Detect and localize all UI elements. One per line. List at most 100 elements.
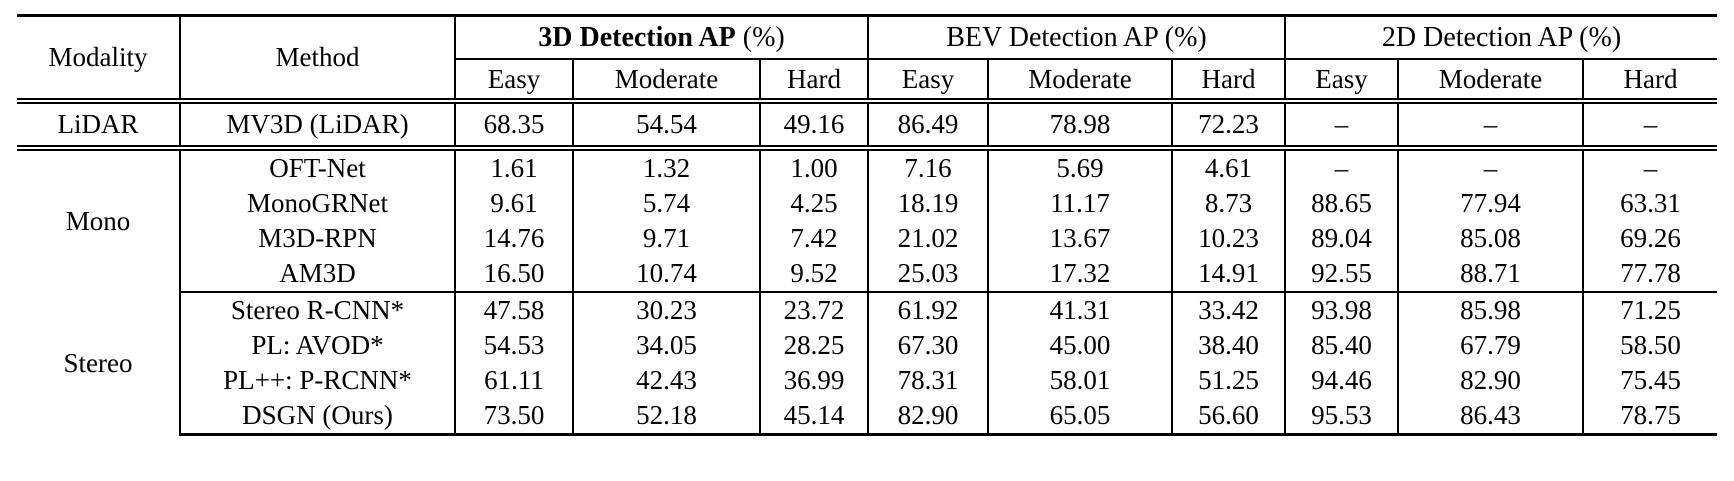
method-cell: AM3D: [180, 256, 456, 293]
value-cell: 47.58: [454, 292, 574, 328]
value-cell: 45.00: [987, 328, 1173, 363]
value-cell: 1.00: [759, 148, 869, 186]
value-cell: 63.31: [1582, 186, 1718, 221]
value-cell: 30.23: [572, 292, 761, 328]
value-cell: –: [1582, 101, 1718, 151]
value-cell: 73.50: [454, 398, 574, 436]
group-title-suffix: (%): [1164, 21, 1207, 53]
value-cell: 14.76: [454, 221, 574, 256]
value-cell: 25.03: [867, 256, 989, 293]
value-cell: 58.50: [1582, 328, 1718, 363]
group-header-2: 2D Detection AP (%): [1284, 14, 1718, 60]
value-cell: 86.43: [1397, 398, 1585, 436]
value-cell: 34.05: [572, 328, 761, 363]
value-cell: 61.11: [454, 363, 574, 398]
value-cell: 10.74: [572, 256, 761, 293]
value-cell: 85.40: [1284, 328, 1400, 363]
group-header-1: BEV Detection AP (%): [866, 14, 1287, 60]
method-cell: M3D-RPN: [180, 221, 456, 256]
value-cell: 78.98: [987, 101, 1173, 151]
value-cell: 5.74: [572, 186, 761, 221]
subcol-header-1-1: Moderate: [987, 59, 1173, 104]
col-header-method: Method: [179, 14, 456, 104]
value-cell: 95.53: [1284, 398, 1400, 436]
value-cell: 68.35: [454, 101, 574, 151]
value-cell: 9.71: [572, 221, 761, 256]
method-cell: Stereo R-CNN*: [179, 292, 456, 328]
value-cell: 7.42: [759, 221, 869, 256]
value-cell: 41.31: [987, 292, 1173, 328]
value-cell: 23.72: [759, 292, 869, 328]
subcol-header-2-0: Easy: [1284, 59, 1400, 104]
value-cell: 17.32: [987, 256, 1173, 293]
method-cell: DSGN (Ours): [180, 398, 456, 436]
value-cell: 9.52: [759, 256, 869, 293]
value-cell: 36.99: [759, 363, 869, 398]
modality-cell-stereo: Stereo: [17, 292, 181, 435]
value-cell: 33.42: [1170, 292, 1287, 328]
value-cell: 52.18: [572, 398, 761, 436]
value-cell: 13.67: [987, 221, 1173, 256]
value-cell: 14.91: [1170, 256, 1287, 293]
value-cell: 67.30: [867, 328, 989, 363]
value-cell: 54.54: [572, 101, 761, 151]
group-title-text: 2D Detection AP: [1381, 21, 1573, 53]
subcol-header-2-1: Moderate: [1397, 59, 1585, 104]
value-cell: –: [1582, 148, 1718, 186]
value-cell: 51.25: [1170, 363, 1287, 398]
value-cell: –: [1284, 101, 1400, 151]
value-cell: 85.08: [1397, 221, 1585, 256]
method-cell: OFT-Net: [179, 148, 456, 186]
table-row-mono-0: Mono OFT-Net 1.61 1.32 1.00 7.16 5.69 4.61– – –: [17, 148, 1718, 292]
value-cell: 71.25: [1582, 292, 1718, 328]
header-row-groups: Modality Method 3D Detection AP (%) BEV Det…: [17, 14, 1718, 104]
method-cell: PL++: P-RCNN*: [180, 363, 456, 398]
value-cell: 1.61: [454, 148, 574, 186]
value-cell: 5.69: [987, 148, 1173, 186]
value-cell: 75.45: [1582, 363, 1718, 398]
value-cell: 54.53: [454, 328, 574, 363]
value-cell: 18.19: [867, 186, 989, 221]
value-cell: –: [1397, 101, 1585, 151]
table-row-lidar-0: LiDAR MV3D (LiDAR) 68.35 54.54 49.16 86.49 78.…: [17, 101, 1718, 151]
value-cell: 82.90: [867, 398, 989, 436]
subcol-header-1-0: Easy: [867, 59, 989, 104]
value-cell: 7.16: [867, 148, 989, 186]
value-cell: 86.49: [867, 101, 989, 151]
value-cell: 9.61: [454, 186, 574, 221]
value-cell: 49.16: [759, 101, 869, 151]
value-cell: 89.04: [1284, 221, 1400, 256]
method-cell: MV3D (LiDAR): [179, 101, 456, 151]
value-cell: 45.14: [759, 398, 869, 436]
value-cell: 58.01: [987, 363, 1173, 398]
table-row-mono-2: M3D-RPN 14.76 9.71 7.42 21.02 13.67 10.23 89.04…: [17, 221, 1718, 256]
group-title-suffix: (%): [742, 21, 785, 53]
value-cell: 4.61: [1170, 148, 1287, 186]
value-cell: 61.92: [867, 292, 989, 328]
value-cell: 42.43: [572, 363, 761, 398]
group-title-text: BEV Detection AP: [946, 21, 1158, 53]
subcol-header-0-2: Hard: [759, 59, 869, 104]
value-cell: 77.78: [1582, 256, 1718, 293]
value-cell: 8.73: [1170, 186, 1287, 221]
value-cell: 94.46: [1284, 363, 1400, 398]
subcol-header-1-2: Hard: [1170, 59, 1287, 104]
modality-cell-mono: Mono: [17, 148, 181, 292]
value-cell: 69.26: [1582, 221, 1718, 256]
table-row-stereo-3: DSGN (Ours) 73.50 52.18 45.14 82.90 65.05 56.6…: [17, 398, 1718, 436]
table-row-stereo-2: PL++: P-RCNN* 61.11 42.43 36.99 78.31 58.01 51…: [17, 363, 1718, 398]
value-cell: 78.75: [1582, 398, 1718, 436]
value-cell: 65.05: [987, 398, 1173, 436]
table-row-stereo-1: PL: AVOD* 54.53 34.05 28.25 67.30 45.00 38.40 8…: [17, 328, 1718, 363]
value-cell: –: [1284, 148, 1400, 186]
results-table: Modality Method 3D Detection AP (%) BEV Det…: [17, 14, 1718, 436]
results-table-container: Modality Method 3D Detection AP (%) BEV Det…: [17, 14, 1718, 436]
value-cell: –: [1397, 148, 1585, 186]
method-cell: PL: AVOD*: [180, 328, 456, 363]
value-cell: 16.50: [454, 256, 574, 293]
value-cell: 56.60: [1170, 398, 1287, 436]
col-header-modality: Modality: [17, 14, 181, 104]
value-cell: 72.23: [1170, 101, 1287, 151]
value-cell: 85.98: [1397, 292, 1585, 328]
group-header-0: 3D Detection AP (%): [454, 14, 869, 60]
